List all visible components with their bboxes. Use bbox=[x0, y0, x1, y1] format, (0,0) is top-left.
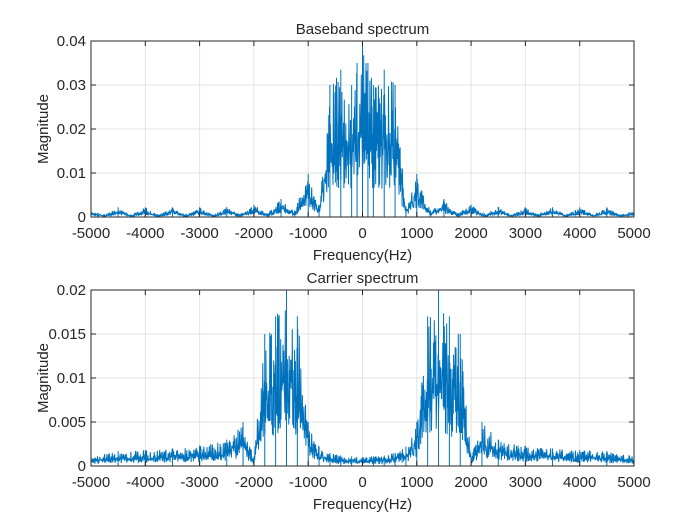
carrier-y-tick-label: 0.01 bbox=[57, 370, 86, 387]
baseband-x-tick-label: 3000 bbox=[509, 225, 542, 242]
baseband-x-tick-label: 4000 bbox=[563, 225, 596, 242]
baseband-title: Baseband spectrum bbox=[296, 21, 429, 38]
carrier-x-axis-label: Frequency(Hz) bbox=[313, 496, 412, 513]
carrier-x-tick-label: -5000 bbox=[72, 474, 110, 491]
baseband-x-tick-label: -4000 bbox=[126, 225, 164, 242]
baseband-x-tick-label: -5000 bbox=[72, 225, 110, 242]
carrier-y-axis-label: Magnitude bbox=[35, 343, 52, 413]
carrier-x-tick-label: 3000 bbox=[509, 474, 542, 491]
carrier-x-tick-labels: -5000 -4000 -3000 -2000 -1000 0 1000 2000 3000 40… bbox=[72, 474, 651, 491]
baseband-x-tick-labels: -5000 -4000 -3000 -2000 -1000 0 1000 2000 3000 40… bbox=[72, 225, 651, 242]
carrier-x-tick-label: 5000 bbox=[617, 474, 650, 491]
carrier-x-tick-label: 1000 bbox=[400, 474, 433, 491]
carrier-y-tick-label: 0.02 bbox=[57, 282, 86, 299]
baseband-x-tick-label: -1000 bbox=[289, 225, 327, 242]
baseband-x-tick-label: -2000 bbox=[235, 225, 273, 242]
baseband-y-tick-label: 0.01 bbox=[57, 165, 86, 182]
carrier-x-tick-label: 0 bbox=[358, 474, 366, 491]
carrier-x-tick-label: -1000 bbox=[289, 474, 327, 491]
carrier-axes: -5000 -4000 -3000 -2000 -1000 0 1000 2000 3000 40… bbox=[35, 270, 651, 513]
carrier-x-tick-label: 2000 bbox=[454, 474, 487, 491]
baseband-y-axis-label: Magnitude bbox=[35, 94, 52, 164]
baseband-x-axis-label: Frequency(Hz) bbox=[313, 247, 412, 264]
carrier-title: Carrier spectrum bbox=[307, 270, 419, 287]
baseband-x-tick-label: 2000 bbox=[454, 225, 487, 242]
baseband-x-tick-label: 1000 bbox=[400, 225, 433, 242]
baseband-x-tick-label: 5000 bbox=[617, 225, 650, 242]
baseband-x-tick-label: 0 bbox=[358, 225, 366, 242]
carrier-x-tick-label: -2000 bbox=[235, 474, 273, 491]
carrier-x-tick-label: -4000 bbox=[126, 474, 164, 491]
baseband-axes: -5000 -4000 -3000 -2000 -1000 0 1000 2000 3000 40… bbox=[35, 21, 651, 264]
carrier-y-tick-labels: 0 0.005 0.01 0.015 0.02 bbox=[48, 282, 86, 475]
baseband-y-tick-label: 0.02 bbox=[57, 121, 86, 138]
carrier-y-tick-label: 0.015 bbox=[48, 326, 86, 343]
baseband-y-tick-label: 0.04 bbox=[57, 33, 86, 50]
baseband-x-tick-label: -3000 bbox=[180, 225, 218, 242]
baseband-y-tick-labels: 0 0.01 0.02 0.03 0.04 bbox=[57, 33, 86, 226]
carrier-x-tick-label: -3000 bbox=[180, 474, 218, 491]
baseband-y-tick-label: 0 bbox=[78, 209, 86, 226]
baseband-tick-marks bbox=[90, 40, 635, 218]
baseband-y-tick-label: 0.03 bbox=[57, 77, 86, 94]
carrier-y-tick-label: 0.005 bbox=[48, 414, 86, 431]
carrier-tick-marks bbox=[90, 289, 635, 467]
carrier-y-tick-label: 0 bbox=[78, 458, 86, 475]
carrier-x-tick-label: 4000 bbox=[563, 474, 596, 491]
